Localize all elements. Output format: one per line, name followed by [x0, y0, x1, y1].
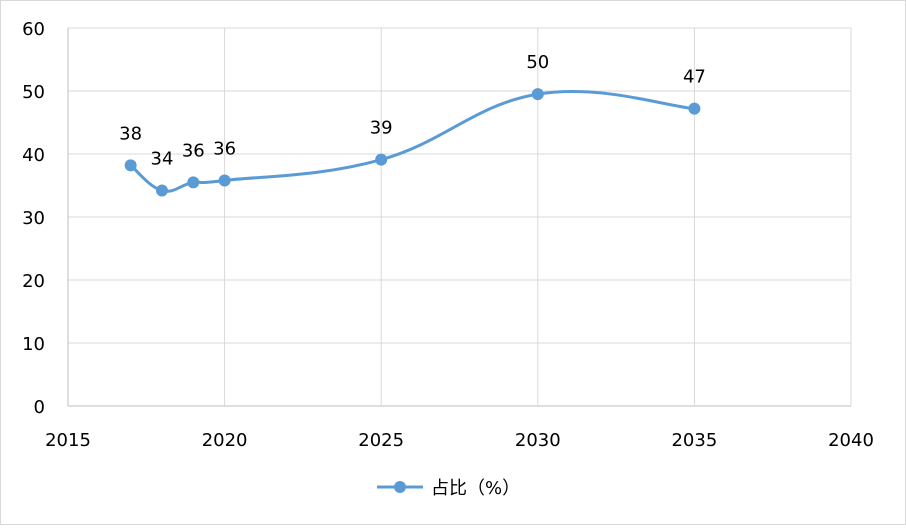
series-markers [124, 88, 701, 197]
data-labels: 38 34 36 36 39 50 47 [119, 52, 706, 169]
y-tick-label: 30 [22, 208, 45, 229]
series-line [129, 90, 696, 193]
y-axis-tick-labels: 0 10 20 30 40 50 60 [22, 19, 45, 418]
data-point-marker [124, 159, 137, 172]
x-tick-label: 2020 [202, 430, 248, 451]
data-label: 39 [370, 118, 393, 139]
data-point-marker [155, 184, 168, 197]
data-label: 38 [119, 123, 142, 144]
data-point-marker [375, 153, 388, 166]
data-label: 36 [213, 138, 236, 159]
data-label: 34 [151, 149, 174, 170]
x-tick-label: 2035 [671, 430, 717, 451]
data-label: 36 [182, 140, 205, 161]
y-tick-label: 50 [22, 82, 45, 103]
data-point-marker [218, 174, 231, 187]
x-axis-tick-labels: 2015 2020 2025 2030 2035 2040 [45, 430, 874, 451]
x-tick-label: 2030 [515, 430, 561, 451]
data-point-marker [688, 102, 701, 115]
data-label: 47 [683, 67, 706, 88]
data-point-marker [531, 88, 544, 101]
series-line-path [129, 90, 696, 193]
y-tick-label: 10 [22, 334, 45, 355]
data-point-marker [187, 176, 200, 189]
x-tick-label: 2015 [45, 430, 91, 451]
y-tick-label: 40 [22, 145, 45, 166]
legend-label: 占比（%） [431, 478, 520, 499]
y-tick-label: 60 [22, 19, 45, 40]
legend-marker-swatch [394, 481, 406, 493]
y-tick-label: 20 [22, 271, 45, 292]
x-tick-label: 2025 [358, 430, 404, 451]
y-tick-label: 0 [34, 397, 45, 418]
legend: 占比（%） [377, 478, 520, 499]
x-tick-label: 2040 [828, 430, 874, 451]
data-label: 50 [526, 52, 549, 73]
gridlines [67, 27, 852, 407]
